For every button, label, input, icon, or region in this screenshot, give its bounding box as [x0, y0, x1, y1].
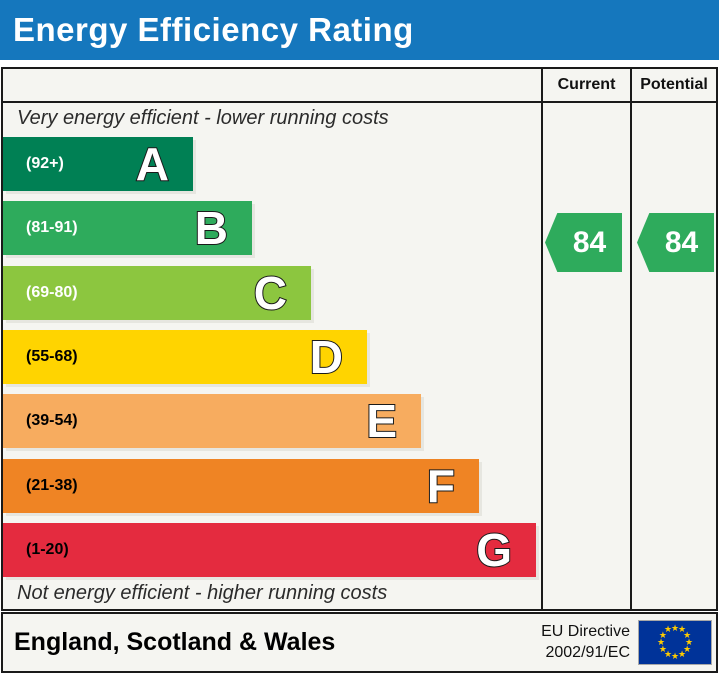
footer-bar: England, Scotland & Wales EU Directive 2… — [1, 612, 718, 673]
potential-rating-arrow: 84 — [637, 213, 714, 272]
band-bar-B: (81-91) B — [3, 201, 252, 255]
band-range-C: (69-80) — [26, 284, 78, 301]
eu-directive-line2: 2002/91/EC — [545, 644, 630, 661]
current-column-header: Current — [557, 76, 616, 93]
header-divider — [3, 101, 716, 103]
top-note: Very energy efficient - lower running co… — [17, 107, 389, 129]
eu-directive-line1: EU Directive — [541, 623, 630, 640]
band-range-E: (39-54) — [26, 412, 78, 429]
band-range-G: (1-20) — [26, 541, 69, 558]
current-column-divider — [541, 69, 543, 609]
eu-star-icon: ★ — [658, 644, 667, 655]
band-bar-E: (39-54) E — [3, 394, 421, 448]
band-letter-E: E — [365, 394, 398, 448]
eu-directive-label: EU Directive 2002/91/EC — [541, 621, 630, 663]
eu-star-icon: ★ — [683, 644, 692, 655]
eu-star-icon: ★ — [663, 649, 673, 660]
band-letter-B: B — [194, 201, 229, 255]
rating-table: Current Potential Very energy efficient … — [1, 67, 718, 611]
band-letter-D: D — [309, 330, 344, 384]
eu-star-icon: ★ — [684, 637, 694, 648]
eu-star-icon: ★ — [677, 625, 687, 636]
band-bar-D: (55-68) D — [3, 330, 367, 384]
eu-flag-icon: ★ ★ ★ ★ ★ ★ ★ ★ ★ ★ ★ ★ — [638, 620, 712, 665]
page-title: Energy Efficiency Rating — [13, 11, 414, 48]
eu-star-icon: ★ — [656, 637, 666, 648]
eu-star-icon: ★ — [658, 630, 667, 641]
bottom-note: Not energy efficient - higher running co… — [17, 582, 388, 604]
band-bar-F: (21-38) F — [3, 459, 479, 513]
potential-column-header: Potential — [640, 76, 708, 93]
band-letter-C: C — [253, 266, 288, 320]
band-range-A: (92+) — [26, 155, 64, 172]
current-rating-arrow: 84 — [545, 213, 622, 272]
band-bar-C: (69-80) C — [3, 266, 311, 320]
band-bar-G: (1-20) G — [3, 523, 536, 577]
title-bar: Energy Efficiency Rating — [0, 0, 719, 60]
band-range-D: (55-68) — [26, 348, 78, 365]
potential-rating-value: 84 — [664, 225, 699, 259]
band-letter-G: G — [475, 523, 513, 577]
band-range-B: (81-91) — [26, 219, 78, 236]
region-label: England, Scotland & Wales — [14, 628, 336, 656]
band-bar-A: (92+) A — [3, 137, 193, 191]
potential-column-divider — [630, 69, 632, 609]
current-rating-value: 84 — [572, 225, 607, 259]
band-letter-F: F — [426, 459, 456, 513]
eu-star-icon: ★ — [663, 625, 673, 636]
eu-star-icon: ★ — [683, 630, 692, 641]
eu-star-icon: ★ — [670, 623, 680, 634]
eu-star-icon: ★ — [670, 651, 680, 662]
band-letter-A: A — [135, 137, 170, 191]
band-range-F: (21-38) — [26, 477, 78, 494]
eu-star-icon: ★ — [677, 649, 687, 660]
